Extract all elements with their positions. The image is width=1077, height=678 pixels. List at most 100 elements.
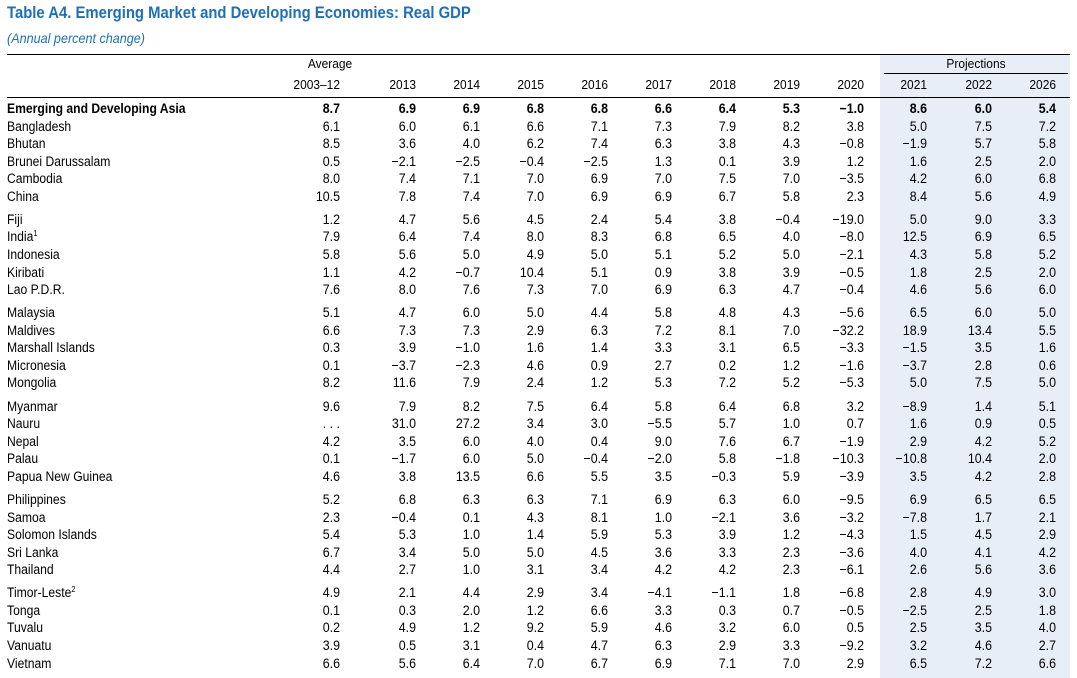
table-cell: 2.3 (846, 188, 864, 204)
table-cell: 5.1 (322, 305, 340, 321)
table-cell: 9.2 (526, 620, 544, 636)
column-header: 2015 (517, 77, 544, 92)
table-cell: −9.2 (839, 637, 864, 653)
table-row: Tuvalu 0.2 4.9 1.2 9.2 5.9 4.6 3.2 6.0 0.5 2.5 3.5 4… (0, 620, 1077, 638)
table-cell: 3.8 (846, 118, 864, 134)
table-cell: −0.5 (839, 264, 864, 280)
table-cell: 5.0 (590, 247, 608, 262)
table-cell: 13.5 (455, 468, 480, 484)
table-cell: 0.5 (398, 637, 416, 653)
table-cell: −0.4 (775, 211, 800, 227)
table-cell: 5.6 (398, 247, 416, 262)
table-cell: 3.6 (654, 544, 672, 560)
table-cell: 5.8 (1038, 136, 1056, 152)
table-subtitle: (Annual percent change) (7, 30, 145, 46)
table-cell: 6.6 (1038, 655, 1056, 671)
country-name: Maldives (7, 322, 55, 338)
country-name: Palau (7, 451, 39, 467)
table-cell: 3.8 (718, 136, 736, 152)
country-name: Timor-Leste2 (7, 585, 76, 601)
table-cell: 2.6 (909, 562, 927, 578)
table-cell: 8.7 (322, 101, 340, 116)
table-cell: −2.5 (455, 153, 480, 169)
table-cell: 18.9 (902, 322, 927, 338)
table-cell: 6.8 (782, 398, 800, 414)
table-row: Indonesia 5.8 5.6 5.0 4.9 5.0 5.1 5.2 5.0 −2.1 4.3… (0, 247, 1077, 265)
table-cell: 0.5 (846, 620, 864, 636)
table-cell: 4.5 (974, 527, 992, 543)
table-cell: 4.3 (526, 509, 544, 525)
table-cell: 3.5 (974, 340, 992, 356)
table-cell: 7.3 (398, 322, 416, 338)
table-cell: 0.7 (846, 416, 864, 432)
table-cell: 8.5 (322, 136, 340, 152)
table-row: Solomon Islands 5.4 5.3 1.0 1.4 5.9 5.3 3.9 1.2 −… (0, 527, 1077, 545)
table-cell: 8.1 (718, 322, 736, 338)
table-cell: 8.0 (398, 282, 416, 298)
table-cell: 5.0 (782, 247, 800, 262)
table-cell: 4.7 (398, 305, 416, 321)
table-cell: 3.9 (322, 637, 340, 653)
table-cell: 5.4 (322, 527, 340, 543)
table-cell: 4.4 (322, 562, 340, 578)
table-cell: 7.1 (462, 171, 480, 187)
table-cell: 5.0 (526, 451, 544, 467)
table-cell: 0.2 (322, 620, 340, 636)
table-cell: 31.0 (391, 416, 416, 432)
table-cell: 1.4 (526, 527, 544, 543)
table-cell: 3.3 (1038, 211, 1056, 227)
table-cell: 6.7 (782, 433, 800, 449)
table-cell: 1.2 (846, 153, 864, 169)
table-cell: 5.3 (782, 101, 800, 116)
table-row: Maldives 6.6 7.3 7.3 2.9 6.3 7.2 8.1 7.0 −32.2 18.… (0, 323, 1077, 341)
table-cell: 5.0 (1038, 375, 1056, 391)
table-row: Nauru . . . 31.0 27.2 3.4 3.0 −5.5 5.7 1.0 0.7 1.6… (0, 416, 1077, 434)
table-cell: 0.9 (590, 357, 608, 373)
country-name: Tonga (7, 602, 41, 618)
table-cell: 5.8 (322, 247, 340, 262)
table-cell: 3.6 (1038, 562, 1056, 578)
table-cell: 6.5 (718, 229, 736, 245)
table-cell: 4.4 (462, 585, 480, 601)
table-cell: 0.3 (322, 340, 340, 356)
country-name: Kiribati (7, 264, 45, 280)
table-cell: 2.5 (974, 153, 992, 169)
country-name: Papua New Guinea (7, 468, 113, 484)
table-cell: 2.8 (974, 357, 992, 373)
country-name: Thailand (7, 562, 54, 578)
table-cell: 5.8 (974, 247, 992, 262)
table-cell: 6.3 (718, 282, 736, 298)
projections-shading (880, 54, 1070, 678)
table-cell: 6.9 (654, 655, 672, 671)
table-cell: 4.5 (526, 211, 544, 227)
table-row: Samoa 2.3 −0.4 0.1 4.3 8.1 1.0 −2.1 3.6 −3.2 −7.8 1… (0, 510, 1077, 528)
country-name: Mongolia (7, 375, 57, 391)
table-cell: 7.6 (462, 282, 480, 298)
table-row: Emerging and Developing Asia 8.7 6.9 6.9 6.8… (0, 101, 1077, 119)
table-cell: 2.1 (1038, 509, 1056, 525)
table-cell: 5.6 (398, 655, 416, 671)
country-name: Nauru (7, 416, 41, 432)
footnote-marker: 2 (71, 585, 76, 595)
table-cell: 2.1 (398, 585, 416, 601)
table-cell: 3.1 (462, 637, 480, 653)
table-cell: 7.4 (462, 229, 480, 245)
table-cell: 8.2 (322, 375, 340, 391)
table-cell: 5.8 (782, 188, 800, 204)
country-name: Bangladesh (7, 118, 72, 134)
column-header: 2020 (837, 77, 864, 92)
table-cell: 7.9 (718, 118, 736, 134)
table-cell: 3.8 (398, 468, 416, 484)
table-cell: 1.8 (782, 585, 800, 601)
table-cell: 2.7 (1038, 637, 1056, 653)
table-cell: 6.9 (974, 229, 992, 245)
table-cell: 8.3 (590, 229, 608, 245)
table-row: Mongolia 8.2 11.6 7.9 2.4 1.2 5.3 7.2 5.2 −5.3 5.0… (0, 375, 1077, 393)
table-cell: 7.0 (526, 655, 544, 671)
table-cell: 3.1 (718, 340, 736, 356)
table-cell: 7.5 (974, 118, 992, 134)
projections-rule (884, 73, 1068, 74)
table-cell: −1.6 (839, 357, 864, 373)
table-cell: 5.4 (654, 211, 672, 227)
table-cell: 3.2 (909, 637, 927, 653)
